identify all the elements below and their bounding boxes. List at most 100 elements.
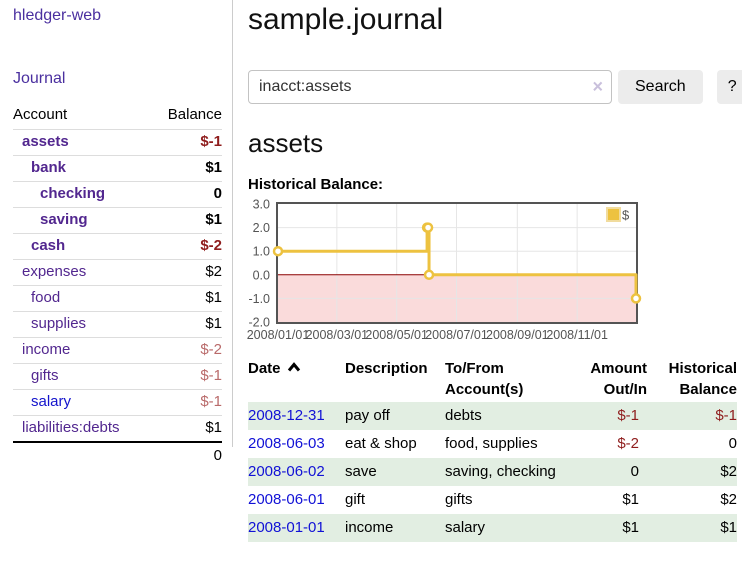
legend-label: $: [622, 208, 630, 223]
account-balance: $1: [151, 311, 222, 338]
clear-search-icon[interactable]: ×: [592, 76, 603, 97]
account-name-cell: saving: [13, 207, 152, 234]
register-row: 2008-01-01 income salary $1 $1: [248, 514, 737, 542]
legend-swatch: [606, 207, 621, 222]
search-box: ×: [248, 70, 612, 104]
account-heading: assets: [248, 128, 324, 158]
account-link[interactable]: bank: [31, 159, 67, 176]
accounts-total-value: 0: [151, 441, 222, 469]
register-date-cell: 2008-01-01: [248, 514, 345, 542]
y-axis-tick-label: 2.0: [253, 221, 270, 235]
register-date-cell: 2008-06-01: [248, 486, 345, 514]
register-row: 2008-12-31 pay off debts $-1 $-1: [248, 402, 737, 430]
data-point: [422, 222, 434, 233]
account-link[interactable]: assets: [22, 133, 69, 150]
account-balance: $1: [151, 285, 222, 312]
register-description-cell: eat & shop: [345, 435, 417, 452]
accounts-total-row: 0: [13, 441, 222, 469]
transaction-date-link[interactable]: 2008-06-03: [248, 435, 325, 452]
accounts-header-row: Account Balance: [13, 102, 222, 130]
account-name-cell: salary: [13, 389, 152, 416]
register-balance-cell: $-1: [715, 407, 737, 424]
account-name-cell: liabilities:debts: [13, 415, 152, 443]
page-title: sample.journal: [248, 3, 444, 36]
x-axis-tick-label: 2008/07/01: [425, 328, 488, 342]
column-header-date[interactable]: Date: [248, 356, 345, 402]
search-button[interactable]: Search: [618, 70, 703, 104]
column-header-description: Description: [345, 360, 428, 377]
account-name-cell: bank: [13, 155, 152, 182]
register-amount-cell: $-1: [617, 407, 639, 424]
account-row: saving $1: [13, 207, 222, 234]
account-row: checking 0: [13, 181, 222, 208]
account-link[interactable]: gifts: [31, 367, 59, 384]
account-row: expenses $2: [13, 259, 222, 286]
search-input[interactable]: [248, 70, 612, 104]
account-balance: $-2: [151, 233, 222, 260]
plot-border: [276, 202, 638, 324]
sidebar-item-journal[interactable]: Journal: [13, 70, 66, 87]
account-link[interactable]: liabilities:debts: [22, 419, 120, 436]
register-row: 2008-06-02 save saving, checking 0 $2: [248, 458, 737, 486]
transaction-date-link[interactable]: 2008-12-31: [248, 407, 325, 424]
x-axis-tick-label: 2008/03/01: [306, 328, 369, 342]
register-amount-cell: 0: [630, 463, 639, 480]
column-header-amount: Amount Out/In: [590, 360, 647, 398]
account-balance: 0: [151, 181, 222, 208]
x-axis-tick-label: 2008/09/01: [486, 328, 549, 342]
account-row: income $-2: [13, 337, 222, 364]
y-axis-tick-label: 3.0: [253, 198, 270, 212]
chart-title: Historical Balance:: [248, 176, 384, 193]
account-row: bank $1: [13, 155, 222, 182]
account-balance: $-2: [151, 337, 222, 364]
accounts-table: Account Balance assets $-1 bank $1 checking 0…: [13, 102, 222, 469]
register-balance-cell: $2: [720, 463, 737, 480]
sidebar: hledger-web Journal Account Balance asse…: [0, 0, 233, 469]
account-balance: $-1: [151, 129, 222, 156]
sort-asc-icon: [287, 362, 300, 372]
app-title-link[interactable]: hledger-web: [13, 7, 102, 24]
account-name-cell: cash: [13, 233, 152, 260]
register-date-cell: 2008-06-03: [248, 430, 345, 458]
account-link[interactable]: salary: [31, 393, 72, 410]
account-link[interactable]: food: [31, 289, 61, 306]
register-date-cell: 2008-06-02: [248, 458, 345, 486]
account-name-cell: income: [13, 337, 152, 364]
account-name-cell: supplies: [13, 311, 152, 338]
transaction-date-link[interactable]: 2008-06-01: [248, 491, 325, 508]
register-balance-cell: $2: [720, 491, 737, 508]
data-point: [423, 269, 435, 281]
account-link[interactable]: saving: [40, 211, 88, 228]
account-link[interactable]: income: [22, 341, 71, 358]
account-link[interactable]: supplies: [31, 315, 87, 332]
register-amount-cell: $1: [622, 491, 639, 508]
y-axis-tick-label: 0.0: [253, 268, 270, 282]
register-table: Date Description To/From Account(s) Amou…: [248, 356, 737, 542]
help-button[interactable]: ?: [716, 70, 742, 104]
register-description-cell: pay off: [345, 407, 390, 424]
register-accounts-cell: food, supplies: [445, 435, 538, 452]
account-balance: $-1: [151, 389, 222, 416]
register-balance-cell: $1: [720, 519, 737, 536]
search-bar: × Search ?: [248, 70, 742, 104]
data-point: [630, 293, 642, 304]
y-axis-tick-label: 1.0: [253, 245, 270, 259]
account-balance: $1: [151, 155, 222, 182]
data-point: [272, 245, 284, 257]
register-accounts-cell: salary: [445, 519, 486, 536]
accounts-total-spacer: [13, 441, 152, 469]
account-link[interactable]: cash: [31, 237, 66, 254]
x-axis-tick-label: 2008/01/01: [247, 328, 310, 342]
transaction-date-link[interactable]: 2008-06-02: [248, 463, 325, 480]
account-link[interactable]: checking: [40, 185, 106, 202]
account-row: salary $-1: [13, 389, 222, 416]
transaction-date-link[interactable]: 2008-01-01: [248, 519, 325, 536]
account-balance: $2: [151, 259, 222, 286]
column-header-balance: Historical Balance: [668, 360, 737, 398]
account-name-cell: food: [13, 285, 152, 312]
y-axis-tick-label: -2.0: [248, 316, 270, 330]
register-accounts-cell: gifts: [445, 491, 473, 508]
y-axis-tick-label: -1.0: [248, 292, 270, 306]
account-link[interactable]: expenses: [22, 263, 87, 280]
register-date-cell: 2008-12-31: [248, 402, 345, 430]
